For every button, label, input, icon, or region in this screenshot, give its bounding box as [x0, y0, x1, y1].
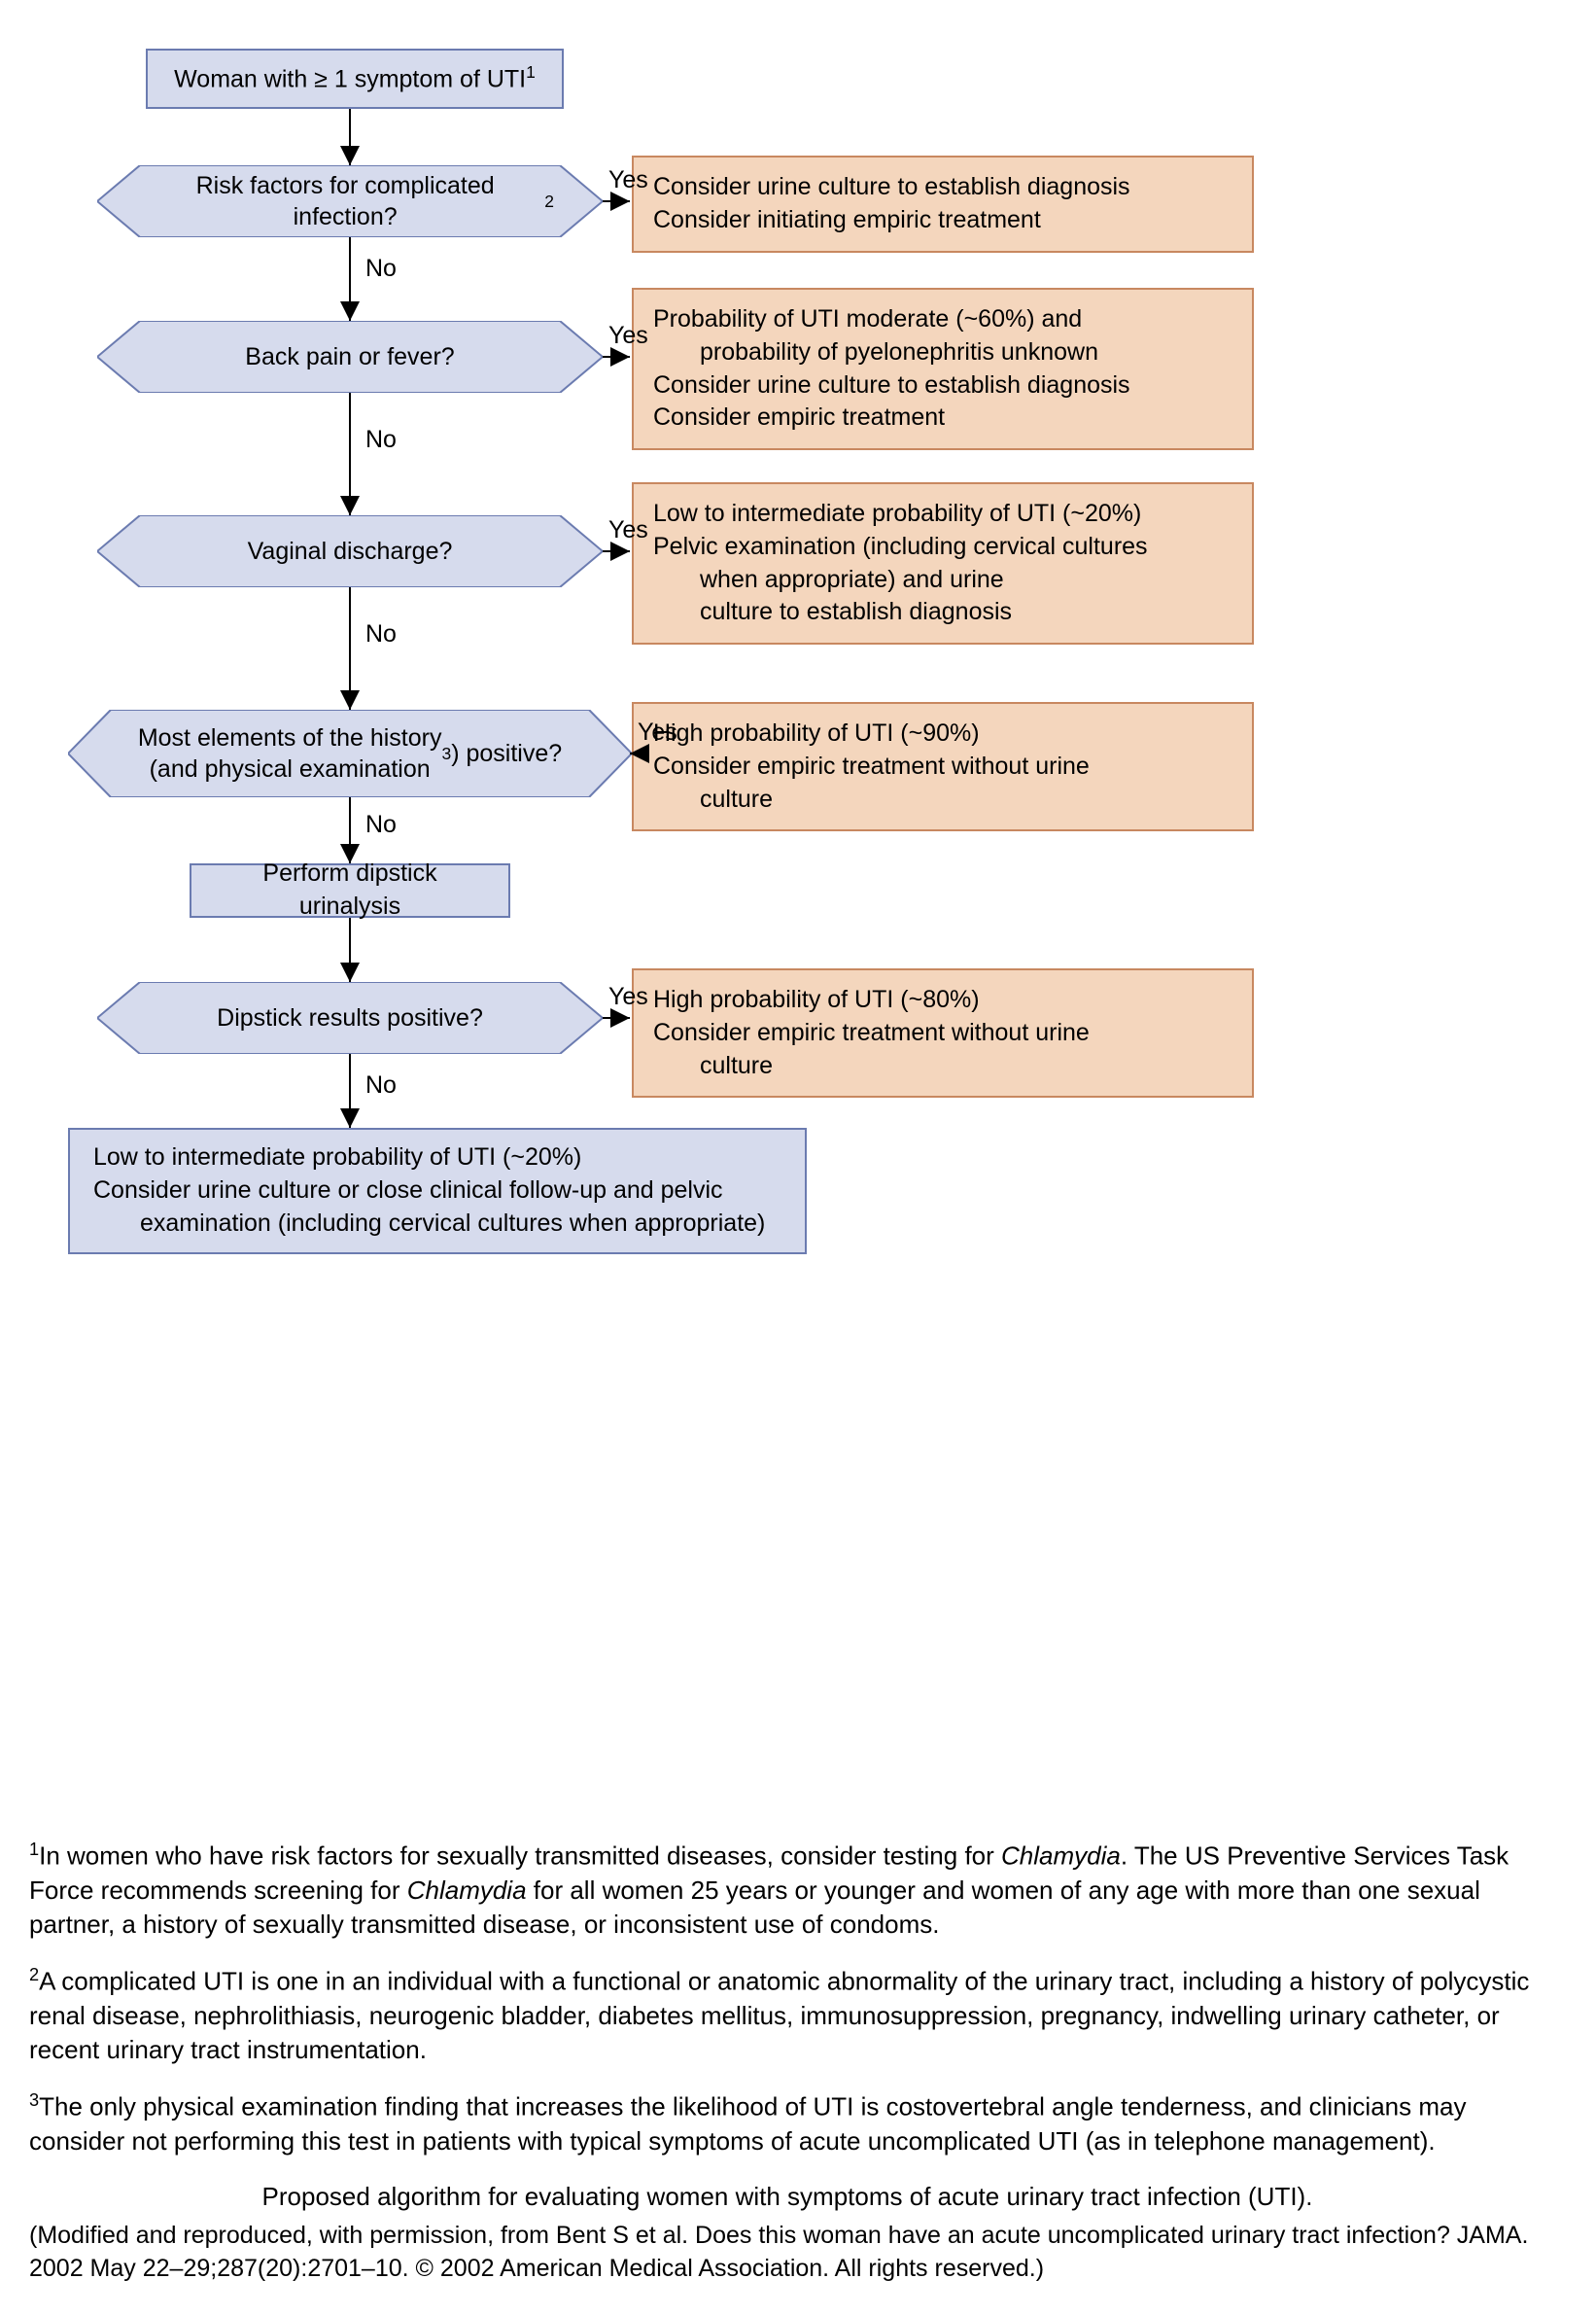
decision-label: Most elements of the history(and physica… — [68, 710, 632, 797]
result-r3: Low to intermediate probability of UTI (… — [632, 482, 1254, 645]
decision-d5: Dipstick results positive? — [97, 982, 603, 1054]
edge-label: No — [365, 255, 397, 283]
caption: Proposed algorithm for evaluating women … — [29, 2180, 1545, 2286]
decision-d1: Risk factors for complicated infection?2 — [97, 165, 603, 237]
edge-label: Yes — [608, 983, 648, 1011]
edge-label: No — [365, 426, 397, 454]
edge-label: Yes — [608, 516, 648, 544]
caption-title: Proposed algorithm for evaluating women … — [29, 2180, 1545, 2214]
edge-label: Yes — [638, 719, 677, 747]
decision-label: Vaginal discharge? — [97, 515, 603, 587]
decision-d2: Back pain or fever? — [97, 321, 603, 393]
action-node: Perform dipstick urinalysis — [190, 863, 510, 918]
edge-label: Yes — [608, 322, 648, 350]
edge-label: Yes — [608, 166, 648, 194]
action-text: Perform dipstick urinalysis — [209, 858, 491, 924]
result-r5: High probability of UTI (~80%)Consider e… — [632, 968, 1254, 1098]
decision-d4: Most elements of the history(and physica… — [68, 710, 632, 797]
edge-label: No — [365, 811, 397, 839]
start-sup: 1 — [526, 62, 536, 82]
caption-sub: (Modified and reproduced, with permissio… — [29, 2220, 1545, 2286]
final-node: Low to intermediate probability of UTI (… — [68, 1128, 807, 1254]
footnote: 2A complicated UTI is one in an individu… — [29, 1963, 1545, 2067]
result-r2: Probability of UTI moderate (~60%) andpr… — [632, 288, 1254, 450]
decision-label: Risk factors for complicated infection?2 — [97, 165, 603, 237]
result-r4: High probability of UTI (~90%)Consider e… — [632, 702, 1254, 831]
decision-label: Dipstick results positive? — [97, 982, 603, 1054]
final-lines: Low to intermediate probability of UTI (… — [93, 1141, 765, 1240]
result-r1: Consider urine culture to establish diag… — [632, 156, 1254, 253]
flowchart-canvas: Woman with ≥ 1 symptom of UTI1 Risk fact… — [29, 29, 1565, 1828]
start-node: Woman with ≥ 1 symptom of UTI1 — [146, 49, 564, 109]
footnote: 3The only physical examination finding t… — [29, 2088, 1545, 2158]
decision-label: Back pain or fever? — [97, 321, 603, 393]
start-text: Woman with ≥ 1 symptom of UTI — [174, 65, 526, 92]
edge-label: No — [365, 620, 397, 649]
footnotes: 1In women who have risk factors for sexu… — [29, 1838, 1545, 2158]
footnote: 1In women who have risk factors for sexu… — [29, 1838, 1545, 1942]
edge-label: No — [365, 1071, 397, 1100]
decision-d3: Vaginal discharge? — [97, 515, 603, 587]
